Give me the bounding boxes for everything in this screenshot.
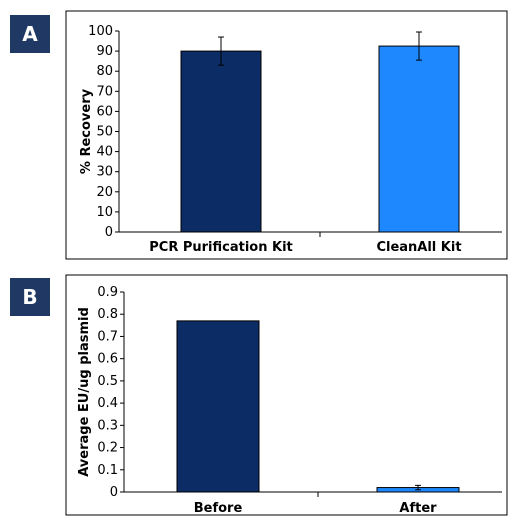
y-tick-label: 0.7 — [97, 329, 118, 344]
y-tick-label: 0.6 — [97, 352, 118, 367]
category-label: After — [399, 501, 437, 516]
y-tick-label: 0.9 — [97, 285, 118, 300]
y-tick-label: 90 — [96, 44, 113, 59]
y-tick-label: 0.3 — [97, 418, 118, 433]
y-tick-label: 30 — [96, 165, 113, 180]
chart-a: 0 10 20 30 40 50 60 70 80 90 100 % Recovery PCR Puri… — [79, 24, 502, 255]
y-tick-label: 20 — [96, 185, 113, 200]
chart-b: 0 0.1 0.2 0.3 0.4 0.5 0.6 0.7 0.8 0.9 Average EU/u… — [77, 285, 502, 516]
panel-b-badge: B — [10, 278, 50, 316]
y-tick-label: 80 — [96, 64, 113, 79]
y-tick-label: 0 — [105, 225, 113, 240]
y-axis-label: Average EU/ug plasmid — [77, 307, 92, 477]
y-tick-label: 0.5 — [97, 374, 118, 389]
y-tick-label: 40 — [96, 145, 113, 160]
panel-a-frame — [65, 10, 508, 260]
bar — [176, 320, 260, 493]
y-tick-label: 60 — [96, 104, 113, 119]
y-tick-label: 0.1 — [97, 463, 118, 478]
bar — [378, 45, 460, 233]
y-tick-label: 100 — [88, 24, 113, 39]
y-tick-label: 0.2 — [97, 441, 118, 456]
y-tick-label: 0.4 — [97, 396, 118, 411]
y-tick-label: 50 — [96, 125, 113, 140]
panel-b-frame — [65, 274, 508, 516]
y-tick-label: 0 — [110, 485, 118, 500]
category-label: Before — [194, 501, 243, 516]
y-tick-label: 0.8 — [97, 307, 118, 322]
panel-a-badge: A — [10, 15, 50, 53]
y-axis-label: % Recovery — [79, 88, 94, 174]
category-label: CleanAll Kit — [376, 240, 461, 255]
y-tick-label: 10 — [96, 205, 113, 220]
bar — [180, 50, 262, 233]
category-label: PCR Purification Kit — [149, 240, 293, 255]
y-tick-label: 70 — [96, 84, 113, 99]
